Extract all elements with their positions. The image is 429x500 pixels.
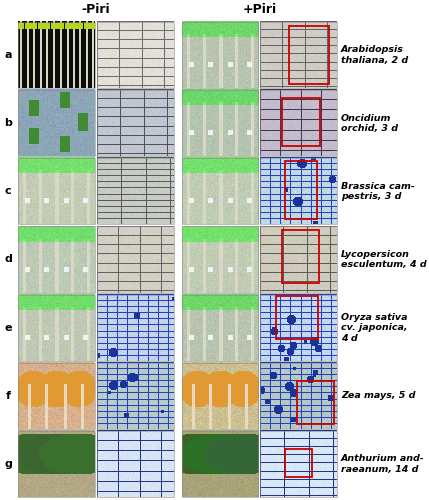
Text: Anthurium and-
raeanum, 14 d: Anthurium and- raeanum, 14 d — [341, 454, 425, 473]
Bar — [260, 22, 337, 88]
Bar — [97, 362, 173, 429]
Bar — [97, 294, 173, 360]
Bar — [18, 362, 95, 429]
Bar — [181, 226, 258, 292]
Bar — [260, 90, 337, 156]
Bar — [260, 431, 337, 497]
Bar — [285, 450, 312, 477]
Text: e: e — [4, 322, 12, 332]
Bar — [260, 294, 337, 360]
Bar — [97, 22, 173, 88]
Bar — [181, 90, 258, 156]
Text: c: c — [5, 186, 12, 196]
Text: Lycopersicon
esculentum, 4 d: Lycopersicon esculentum, 4 d — [341, 250, 426, 269]
Text: Oryza sativa
cv. japonica,
4 d: Oryza sativa cv. japonica, 4 d — [341, 312, 408, 342]
Bar — [181, 22, 258, 88]
Text: +Piri: +Piri — [242, 4, 276, 16]
Bar — [282, 98, 320, 146]
Bar — [285, 161, 317, 219]
Bar — [18, 226, 95, 292]
Bar — [97, 431, 173, 497]
Bar — [97, 158, 173, 224]
Bar — [181, 158, 258, 224]
Bar — [18, 294, 95, 360]
Bar — [260, 226, 337, 292]
Bar — [181, 294, 258, 360]
Text: f: f — [6, 391, 11, 401]
Bar — [181, 431, 258, 497]
Text: b: b — [4, 118, 12, 128]
Text: g: g — [4, 459, 12, 469]
Bar — [18, 22, 95, 88]
Text: Brassica cam-
pestris, 3 d: Brassica cam- pestris, 3 d — [341, 182, 415, 201]
Bar — [97, 90, 173, 156]
Bar — [275, 296, 318, 339]
Bar — [297, 381, 334, 424]
Bar — [260, 158, 337, 224]
Bar — [18, 158, 95, 224]
Text: d: d — [4, 254, 12, 264]
Bar — [181, 362, 258, 429]
Text: -Piri: -Piri — [82, 4, 110, 16]
Text: a: a — [4, 50, 12, 60]
Bar — [18, 90, 95, 156]
Bar — [97, 226, 173, 292]
Bar — [290, 26, 329, 84]
Bar — [18, 431, 95, 497]
Text: Arabidopsis
thaliana, 2 d: Arabidopsis thaliana, 2 d — [341, 46, 408, 65]
Text: Oncidium
orchid, 3 d: Oncidium orchid, 3 d — [341, 114, 398, 133]
Bar — [260, 362, 337, 429]
Text: Zea mays, 5 d: Zea mays, 5 d — [341, 392, 415, 400]
Bar — [282, 230, 319, 283]
